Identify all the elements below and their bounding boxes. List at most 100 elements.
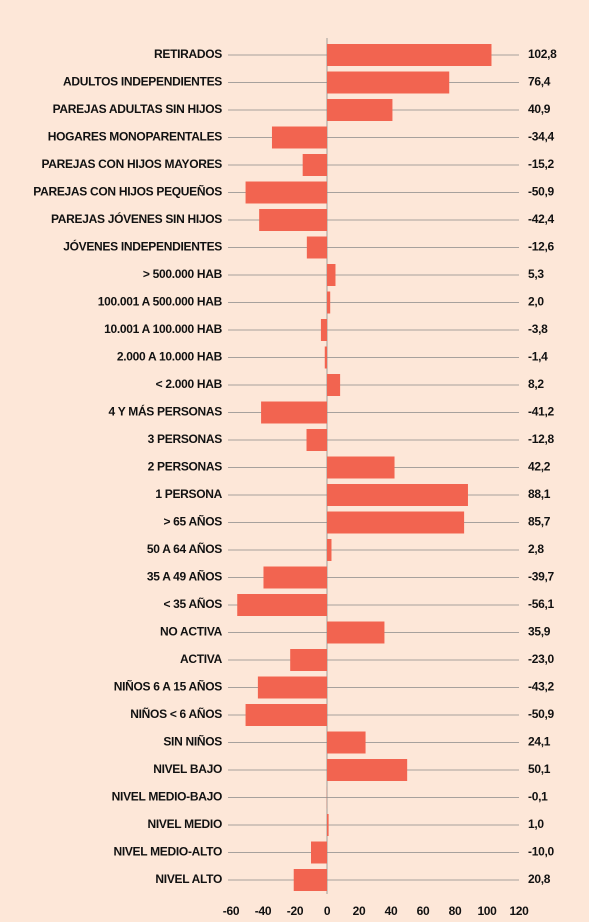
value-label: -15,2 xyxy=(528,157,554,171)
x-tick-label: 0 xyxy=(324,904,331,918)
x-tick-label: 40 xyxy=(385,904,398,918)
value-label: -3,8 xyxy=(528,322,548,336)
category-label: NIVEL MEDIO xyxy=(148,817,223,831)
value-label: 20,8 xyxy=(528,872,551,886)
category-label: > 65 AÑOS xyxy=(163,514,222,529)
bar xyxy=(327,264,336,286)
x-tick-label: 100 xyxy=(477,904,497,918)
x-tick-label: -20 xyxy=(287,904,304,918)
category-label: 100.001 A 500.000 HAB xyxy=(98,295,223,309)
value-label: 24,1 xyxy=(528,735,551,749)
bar xyxy=(261,401,327,424)
category-label: PAREJAS ADULTAS SIN HIJOS xyxy=(53,102,223,116)
category-label: 50 A 64 AÑOS xyxy=(147,541,222,556)
bar xyxy=(327,291,331,314)
x-tick-label: 60 xyxy=(417,904,430,918)
bar xyxy=(327,456,395,479)
value-label: 1,0 xyxy=(528,817,544,831)
x-tick-label: 120 xyxy=(509,904,529,918)
bar xyxy=(306,236,327,259)
value-label: -42,4 xyxy=(528,212,554,226)
bar xyxy=(293,869,327,891)
category-label: 3 PERSONAS xyxy=(148,432,223,446)
category-label: < 35 AÑOS xyxy=(163,596,222,611)
bar xyxy=(327,539,332,561)
category-label: 2.000 A 10.000 HAB xyxy=(117,350,223,364)
category-label: SIN NIÑOS xyxy=(163,734,222,749)
value-label: 76,4 xyxy=(528,75,551,89)
category-label: NIVEL ALTO xyxy=(155,872,222,886)
bar xyxy=(327,71,450,94)
category-label: ADULTOS INDEPENDIENTES xyxy=(63,75,222,89)
value-label: -43,2 xyxy=(528,680,554,694)
value-label: 2,0 xyxy=(528,295,544,309)
value-label: -12,6 xyxy=(528,240,554,254)
value-label: -39,7 xyxy=(528,570,554,584)
value-label: 50,1 xyxy=(528,762,551,776)
category-label: ACTIVA xyxy=(180,652,223,666)
value-label: -1,4 xyxy=(528,350,548,364)
category-label: RETIRADOS xyxy=(154,47,222,61)
value-label: 5,3 xyxy=(528,267,544,281)
category-label: JÓVENES INDEPENDIENTES xyxy=(63,239,222,254)
category-label: NIVEL BAJO xyxy=(153,762,222,776)
bar xyxy=(327,374,341,396)
bar xyxy=(324,346,327,369)
value-label: -50,9 xyxy=(528,707,554,721)
value-label: 40,9 xyxy=(528,102,551,116)
category-label: HOGARES MONOPARENTALES xyxy=(48,130,223,144)
category-label: 35 A 49 AÑOS xyxy=(147,569,222,584)
value-label: 85,7 xyxy=(528,515,551,529)
bar xyxy=(302,154,327,176)
bar xyxy=(257,676,327,699)
bar xyxy=(311,841,327,864)
value-label: 8,2 xyxy=(528,377,544,391)
value-label: -0,1 xyxy=(528,790,548,804)
category-label: NO ACTIVA xyxy=(160,625,223,639)
bar xyxy=(327,814,329,836)
value-label: 102,8 xyxy=(528,47,557,61)
bar xyxy=(237,594,327,616)
x-tick-label: -60 xyxy=(223,904,240,918)
value-label: -41,2 xyxy=(528,405,554,419)
category-label: NIÑOS 6 A 15 AÑOS xyxy=(114,679,223,694)
category-label: < 2.000 HAB xyxy=(156,377,223,391)
bar xyxy=(245,704,327,726)
value-label: -10,0 xyxy=(528,845,554,859)
value-label: -56,1 xyxy=(528,597,554,611)
category-label: 4 Y MÁS PERSONAS xyxy=(109,404,223,419)
category-label: 2 PERSONAS xyxy=(148,460,223,474)
bar xyxy=(245,181,327,204)
category-label: > 500.000 HAB xyxy=(143,267,223,281)
bar xyxy=(327,44,492,66)
x-tick-label: 80 xyxy=(449,904,462,918)
category-label: NIVEL MEDIO-BAJO xyxy=(112,790,222,804)
category-label: 10.001 A 100.000 HAB xyxy=(104,322,222,336)
bar xyxy=(290,649,327,671)
bar xyxy=(327,511,465,534)
category-label: 1 PERSONA xyxy=(155,487,222,501)
bar xyxy=(327,484,468,506)
bar xyxy=(306,429,327,451)
bar xyxy=(327,621,385,644)
category-label: PAREJAS CON HIJOS MAYORES xyxy=(41,157,222,171)
bar xyxy=(271,126,327,149)
value-label: 2,8 xyxy=(528,542,544,556)
category-label: NIVEL MEDIO-ALTO xyxy=(113,845,222,859)
bar xyxy=(327,99,393,121)
value-label: -34,4 xyxy=(528,130,554,144)
category-label: PAREJAS JÓVENES SIN HIJOS xyxy=(51,211,222,226)
value-label: 42,2 xyxy=(528,460,551,474)
value-label: -50,9 xyxy=(528,185,554,199)
x-tick-label: 20 xyxy=(353,904,366,918)
bar xyxy=(320,319,327,341)
value-label: 88,1 xyxy=(528,487,551,501)
value-label: -12,8 xyxy=(528,432,554,446)
value-label: 35,9 xyxy=(528,625,551,639)
category-label: PAREJAS CON HIJOS PEQUEÑOS xyxy=(33,184,222,199)
category-label: NIÑOS < 6 AÑOS xyxy=(130,706,222,721)
bar xyxy=(327,731,366,754)
bar xyxy=(327,759,408,781)
